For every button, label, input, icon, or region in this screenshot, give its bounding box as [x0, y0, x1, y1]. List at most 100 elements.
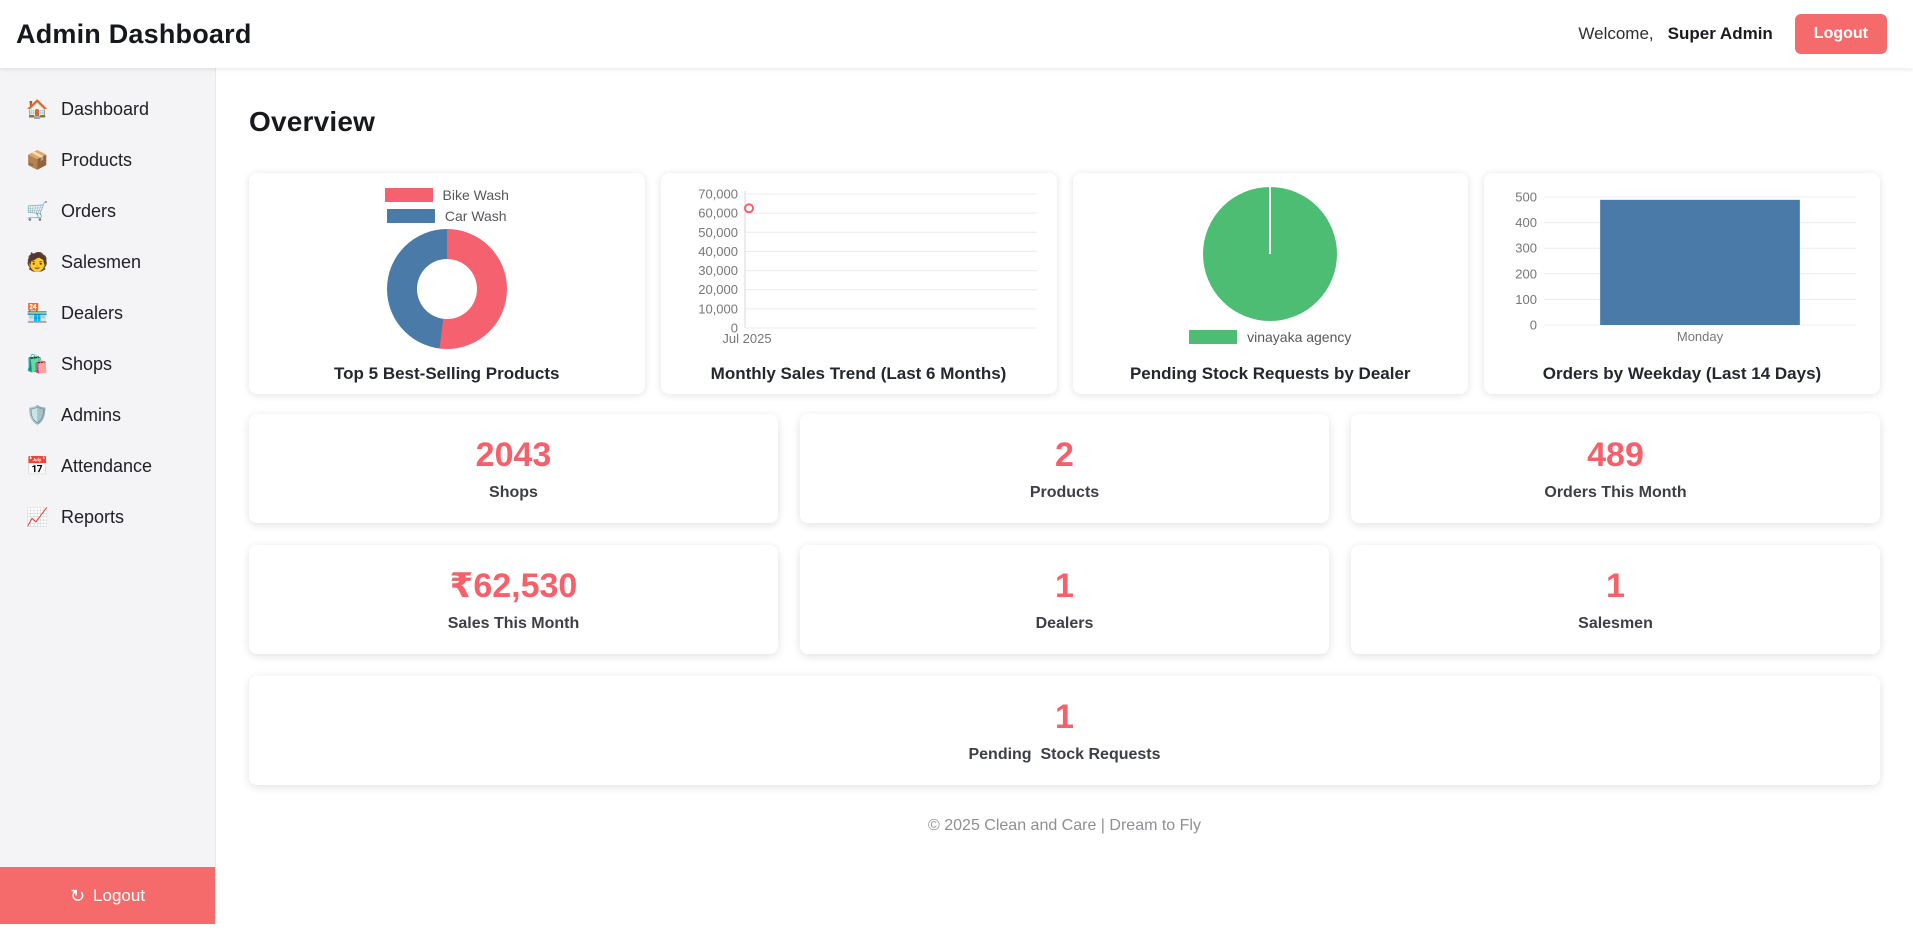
stat-card-shops: 2043 Shops	[249, 414, 778, 523]
legend-swatch	[384, 188, 433, 202]
footer-text: © 2025 Clean and Care | Dream to Fly	[928, 817, 1201, 834]
chart-title: Monthly Sales Trend (Last 6 Months)	[710, 364, 1007, 383]
sidebar-item-dealers[interactable]: 🏪 Dealers	[0, 288, 215, 339]
stat-label: Pending Stock Requests	[968, 745, 1161, 763]
sidebar-nav: 🏠 Dashboard 📦 Products 🛒 Orders 🧑 Salesmen 🏪 Deal…	[0, 68, 215, 543]
sidebar-item-label: Attendance	[61, 456, 153, 476]
stat-label: Dealers	[1035, 614, 1094, 632]
bar-chart: 0 100 200 300 400 500 Monday	[1515, 190, 1856, 344]
store-icon: 🏪	[26, 303, 49, 323]
stat-value: 1	[1606, 566, 1625, 605]
sidebar-item-shops[interactable]: 🛍️ Shops	[0, 339, 215, 390]
pie-legend[interactable]: vinayaka agency	[1189, 329, 1351, 345]
svg-text:20,000: 20,000	[698, 282, 738, 297]
svg-text:70,000: 70,000	[698, 187, 738, 202]
sidebar: 🏠 Dashboard 📦 Products 🛒 Orders 🧑 Salesmen 🏪 Deal…	[0, 68, 216, 924]
svg-text:100: 100	[1515, 292, 1537, 307]
logout-button[interactable]: Logout	[1794, 14, 1887, 54]
line-chart: 0 10,000 20,000 30,000 40,000 50,000 60,000 70,…	[698, 187, 1037, 346]
sidebar-item-admins[interactable]: 🛡️ Admins	[0, 390, 215, 441]
stats-grid: 2043 Shops 2 Products 489 Orders This Month ₹6…	[249, 414, 1880, 785]
chart-title: Orders by Weekday (Last 14 Days)	[1542, 364, 1822, 383]
donut-legend: Bike Wash Car Wash	[384, 187, 509, 224]
legend-label: Car Wash	[444, 208, 507, 224]
svg-text:10,000: 10,000	[698, 301, 738, 316]
shield-icon: 🛡️	[26, 405, 49, 425]
svg-text:300: 300	[1515, 241, 1537, 256]
legend-swatch	[386, 209, 435, 223]
cart-icon: 🛒	[26, 201, 49, 221]
chart-card-sales-trend: 0 10,000 20,000 30,000 40,000 50,000 60,000 70,…	[660, 173, 1057, 394]
sidebar-item-label: Products	[61, 150, 133, 170]
stat-value: 1	[1055, 697, 1074, 736]
sidebar-logout-button[interactable]: ↻ Logout	[0, 867, 215, 924]
charts-row: Bike Wash Car Wash Top 5 Best-Selling Pro…	[249, 173, 1880, 394]
pie-chart	[1203, 187, 1338, 321]
stat-label: Orders This Month	[1544, 483, 1687, 501]
stat-label: Sales This Month	[447, 615, 580, 632]
person-icon: 🧑	[26, 252, 49, 272]
chart-card-stock-requests: vinayaka agency Pending Stock Requests b…	[1072, 173, 1468, 394]
svg-text:50,000: 50,000	[698, 225, 738, 240]
username: Super Admin	[1667, 24, 1773, 43]
app-body: 🏠 Dashboard 📦 Products 🛒 Orders 🧑 Salesmen 🏪 Deal…	[0, 68, 1913, 924]
welcome-text: Welcome,	[1578, 24, 1654, 43]
stat-card-orders-this-month: 489 Orders This Month	[1351, 414, 1880, 523]
chart-card-orders-weekday: 0 100 200 300 400 500 Monday Orders by Weekday…	[1484, 173, 1880, 394]
stat-value: 1	[1055, 566, 1074, 605]
svg-text:200: 200	[1515, 266, 1537, 281]
calendar-icon: 📅	[26, 456, 49, 476]
svg-text:Monday: Monday	[1677, 329, 1724, 344]
stat-card-pending-stock-requests: 1 Pending Stock Requests	[249, 676, 1880, 785]
stat-value: 489	[1587, 435, 1644, 474]
main-content: Overview Bike Wash Car Wash Top 5 Best-Se…	[216, 68, 1913, 924]
svg-text:0: 0	[1530, 318, 1537, 333]
package-icon: 📦	[26, 150, 49, 170]
stat-value: 2	[1055, 435, 1074, 474]
stat-value: 2043	[475, 435, 552, 474]
sidebar-item-label: Reports	[61, 507, 125, 527]
header-right: Welcome, Super Admin Logout	[1578, 14, 1887, 54]
stat-card-dealers: 1 Dealers	[800, 545, 1329, 654]
home-icon: 🏠	[26, 99, 49, 119]
chart-title: Top 5 Best-Selling Products	[334, 364, 560, 383]
stat-label: Salesmen	[1578, 614, 1653, 632]
header: Admin Dashboard Welcome, Super Admin Log…	[0, 0, 1913, 68]
sidebar-item-reports[interactable]: 📈 Reports	[0, 492, 215, 543]
sidebar-logout-label: Logout	[93, 885, 146, 905]
legend-label: Bike Wash	[442, 187, 509, 203]
sidebar-item-products[interactable]: 📦 Products	[0, 135, 215, 186]
app-title: Admin Dashboard	[16, 18, 252, 49]
sidebar-item-attendance[interactable]: 📅 Attendance	[0, 441, 215, 492]
sidebar-item-label: Admins	[61, 405, 122, 425]
sidebar-item-salesmen[interactable]: 🧑 Salesmen	[0, 237, 215, 288]
chart-up-icon: 📈	[26, 507, 49, 527]
sidebar-item-orders[interactable]: 🛒 Orders	[0, 186, 215, 237]
doughnut-chart	[386, 229, 507, 349]
svg-text:Jul 2025: Jul 2025	[722, 331, 771, 346]
pie-slice-border	[1269, 187, 1272, 254]
chart-title: Pending Stock Requests by Dealer	[1129, 364, 1411, 383]
svg-text:30,000: 30,000	[698, 263, 738, 278]
svg-text:400: 400	[1515, 215, 1537, 230]
svg-text:0: 0	[730, 321, 737, 336]
pie-legend-swatch	[1189, 330, 1238, 344]
stat-card-products: 2 Products	[800, 414, 1329, 523]
sidebar-item-label: Salesmen	[61, 252, 142, 272]
stat-label: Shops	[489, 483, 538, 501]
stat-card-sales-this-month: ₹62,530 Sales This Month	[249, 545, 778, 654]
logout-icon: ↻	[69, 885, 86, 906]
sidebar-item-dashboard[interactable]: 🏠 Dashboard	[0, 84, 215, 135]
legend-item[interactable]: Bike Wash	[384, 187, 509, 203]
sidebar-item-label: Dashboard	[61, 99, 150, 119]
page-title: Overview	[249, 106, 376, 137]
svg-text:40,000: 40,000	[698, 244, 738, 259]
pie-legend-label: vinayaka agency	[1247, 329, 1352, 345]
stat-card-salesmen: 1 Salesmen	[1351, 545, 1880, 654]
stat-value: ₹62,530	[449, 567, 578, 605]
shopping-bags-icon: 🛍️	[26, 354, 49, 374]
sidebar-item-label: Dealers	[61, 303, 124, 323]
sidebar-item-label: Orders	[61, 201, 117, 221]
svg-text:500: 500	[1515, 190, 1537, 205]
legend-item[interactable]: Car Wash	[386, 208, 507, 224]
